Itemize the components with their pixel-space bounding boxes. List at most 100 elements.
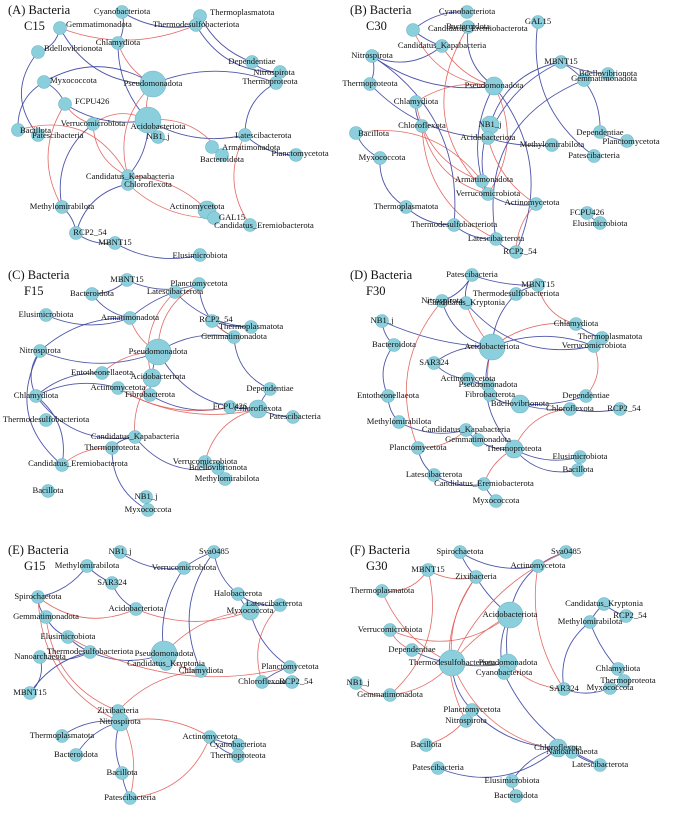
node-met [218,472,232,486]
positive-edge [35,395,136,439]
node-label-thpr: Thermoproteota [600,675,656,685]
node-thpr [363,77,377,91]
node-label-tds: Thermodesulfobacteriota [153,19,240,29]
node-label-eli: Elusimicrobiota [41,631,96,641]
node-lat [168,285,182,299]
negative-edge [47,103,66,208]
node-label-pla: Planctomycetota [602,136,659,146]
negative-edge [443,26,489,195]
node-nit [459,714,473,728]
node-label-eli: Elusimicrobiota [19,309,74,319]
node-label-rcp: RCP2_54 [503,246,537,256]
node-met [583,615,597,629]
node-fcp [58,97,72,111]
node-label-clf: Chloroflexota [124,179,172,189]
node-label-arm: Armatimonadota [101,312,159,322]
node-bde [601,67,615,81]
node-label-aci: Acidobacteriota [465,341,520,351]
panel-a: (A) Bacteria C15 Cyanobacteriota Thermoplas… [8,3,329,262]
node-sva [207,545,221,559]
node-ver [383,623,397,637]
node-label-met: Methylomirabilota [30,201,95,211]
node-label-thpr: Thermoproteota [242,76,298,86]
node-pat [123,791,137,805]
node-nit [365,49,379,63]
node-pla [289,148,303,162]
node-nit [33,344,47,358]
panel-title: (E) Bacteria [8,543,69,557]
node-label-nit: Nitrospirota [445,715,487,725]
node-label-myx: Myxococcota [587,682,634,692]
positive-edge [535,21,595,157]
node-label-mbn: MBNT15 [544,56,577,66]
node-label-ent: Entotheonellaeota [71,367,133,377]
node-label-act: Actinomycetota [170,201,225,211]
node-tds [438,649,466,677]
node-label-met: Methylomirabilota [558,616,623,626]
node-label-pse: Pseudomonadota [124,78,183,88]
negative-edge [421,125,497,240]
node-label-pla: Planctomycetota [271,148,328,158]
negative-edge [421,125,489,195]
node-label-thp: Thermoplasmatota [210,7,275,17]
positive-edge [157,351,259,410]
node-gem [471,433,485,447]
positive-edge [493,85,532,253]
node-label-ckr: Candidatus_Kryptonia [127,658,205,668]
node-label-sar: SAR324 [97,577,127,587]
node-label-cer: Candidatus_Eremiobacterota [434,478,534,488]
node-gem [577,73,591,87]
panel-heading: (D) Bacteria [350,268,413,282]
node-label-fcp: FCPU426 [213,401,248,411]
node-rcp [619,609,633,623]
node-label-met: Methylomirabilota [520,139,585,149]
node-spi [31,590,45,604]
node-label-cer: Candidatus_Eremiobacterota [428,23,528,33]
node-gem [39,610,53,624]
node-dep [263,382,277,396]
node-label-bct: Bacteroidota [54,749,98,759]
node-pse [144,338,172,366]
node-bac [571,463,585,477]
node-label-clf: Chloroflexota [398,120,446,130]
node-gem [53,21,67,35]
node-label-nan: Nanoarchaeota [14,651,66,661]
node-mbn [120,273,134,287]
positive-edge [371,55,495,89]
node-sva [559,545,573,559]
node-thpr [231,749,245,763]
node-label-pla: Planctomycetota [170,278,227,288]
node-label-pse: Pseudomonadota [135,648,194,658]
node-pse [484,76,504,96]
negative-edge [487,137,537,205]
node-label-pla: Planctomycetota [389,442,446,452]
node-label-eli: Elusimicrobiota [553,451,608,461]
node-label-tds: Thermodesulfobacteriota [411,219,498,229]
node-mbn [421,563,435,577]
node-label-nb1: NB1_j [479,119,502,129]
node-act [203,730,217,744]
node-nb1 [349,676,363,690]
positive-edge [199,15,253,63]
node-label-gem: Gemmatimonadota [201,331,267,341]
node-label-rcp: RCP2_54 [613,610,647,620]
node-label-cya: Cyanobacteriota [94,6,150,16]
node-label-myx: Myxococcota [125,504,172,514]
node-sar [427,356,441,370]
panel-title: (D) Bacteria [350,268,413,282]
node-eli [505,774,519,788]
node-label-pse: Pseudomonadota [459,379,518,389]
node-ent [381,389,395,403]
node-label-bac: Bacillota [20,125,51,135]
node-label-gem: Gemmatimonadota [357,689,423,699]
node-eli [573,450,587,464]
node-cya [497,666,511,680]
node-lat [593,758,607,772]
node-lat [489,232,503,246]
node-label-cka: Candidatus_Kapabacteria [86,171,174,181]
node-label-gem: Gemmatimonadota [66,19,132,29]
node-thp [399,200,413,214]
node-label-dep: Dependentiae [388,644,435,654]
node-pat [431,761,445,775]
